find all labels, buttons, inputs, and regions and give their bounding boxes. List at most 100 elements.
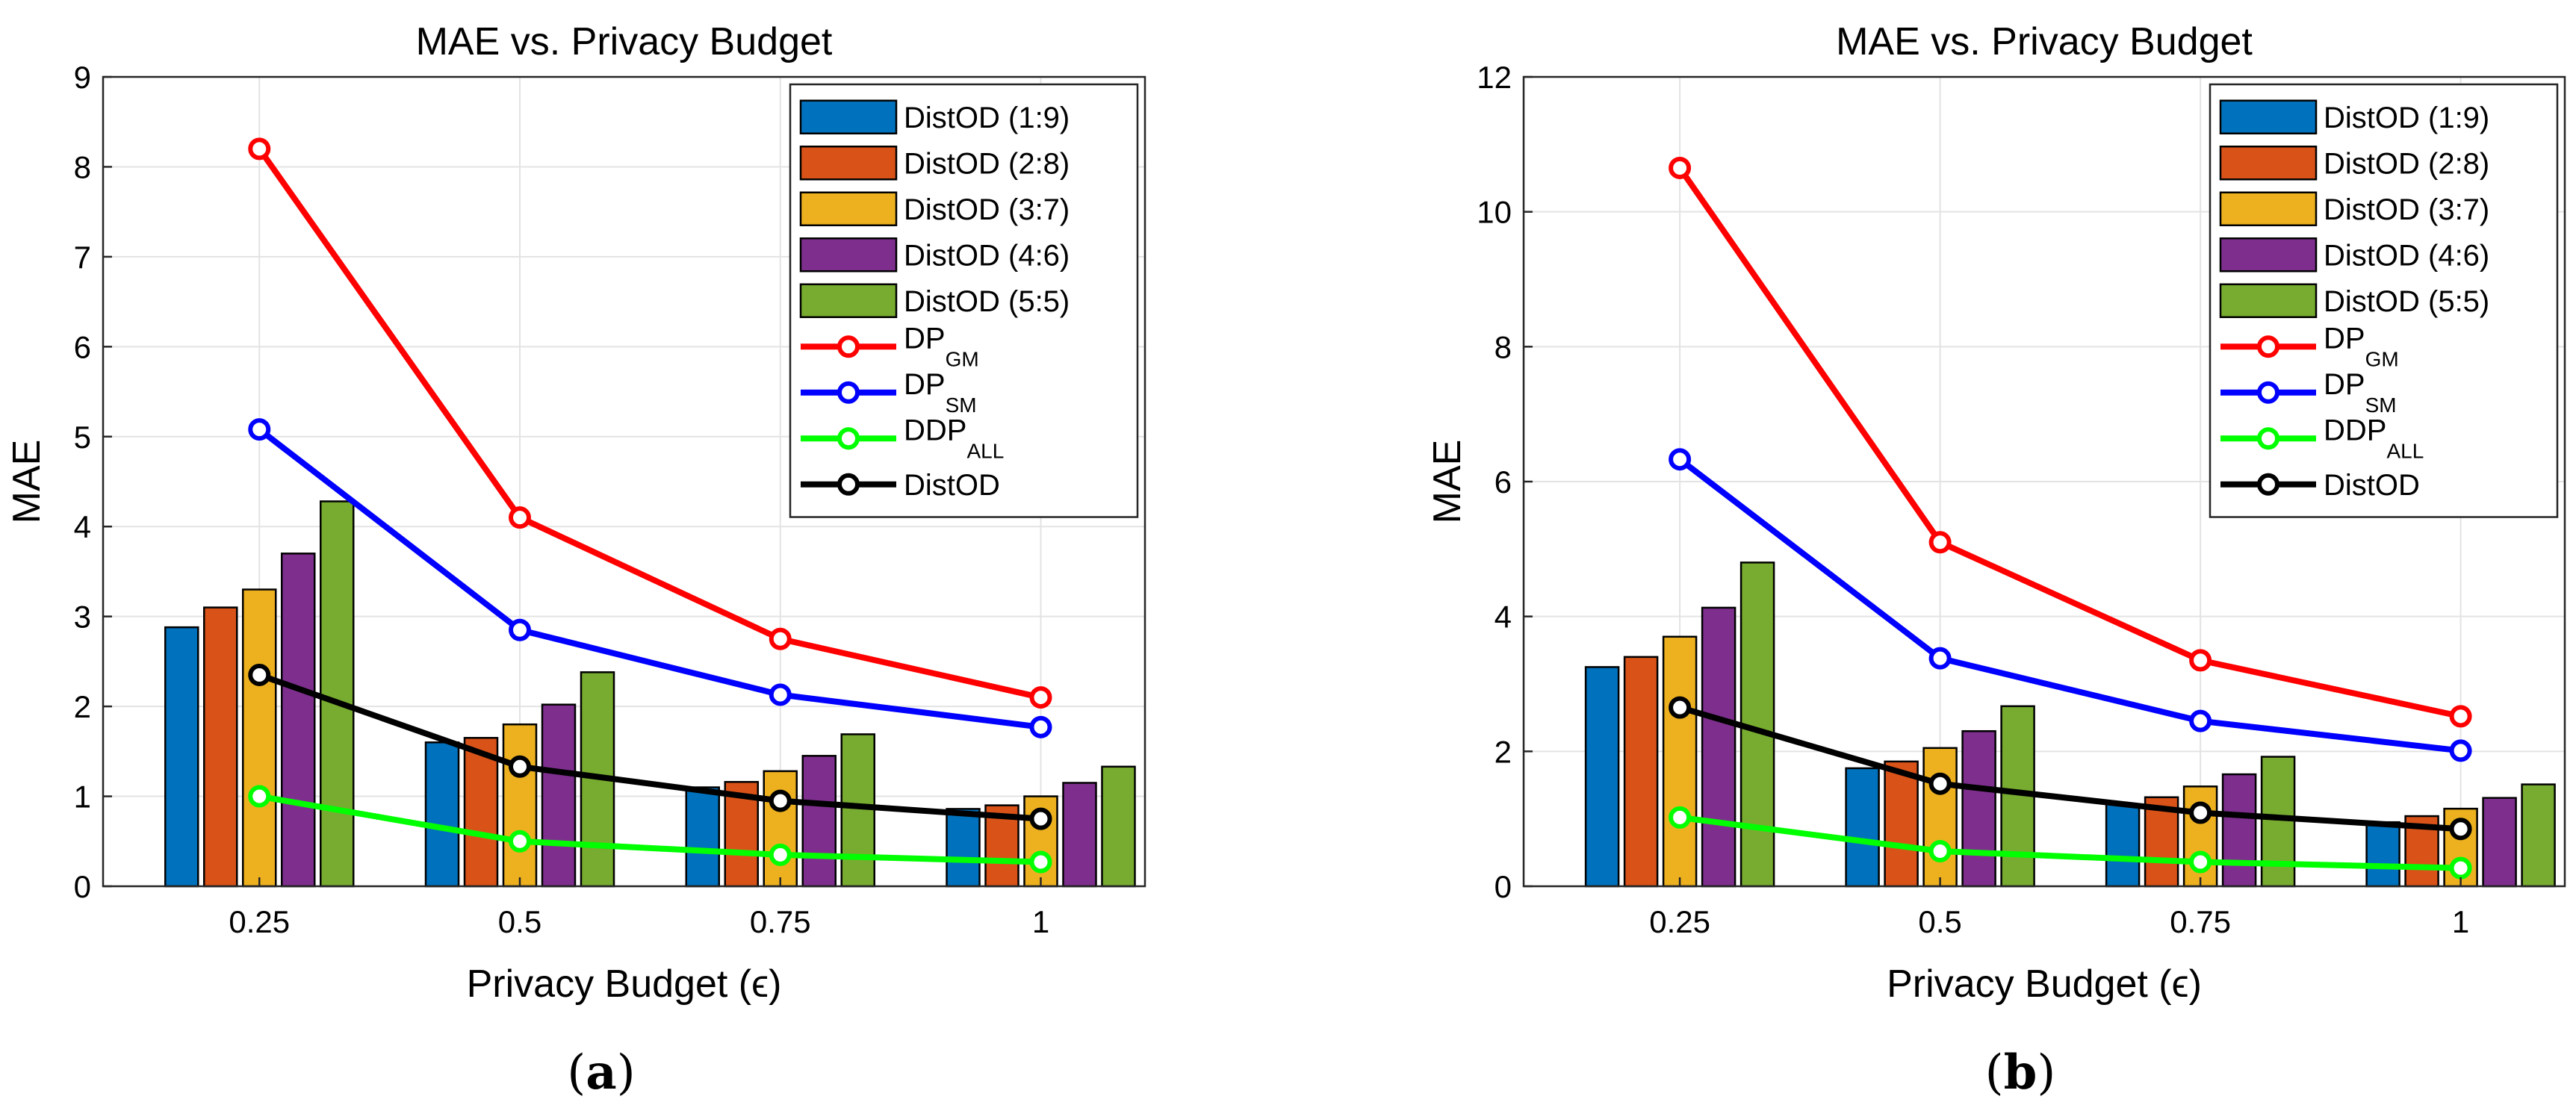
caption-open-paren: ( (567, 1045, 586, 1101)
caption-letter: a (586, 1045, 616, 1101)
legend-label-subscript: GM (946, 347, 979, 370)
series-line (256, 147, 1042, 700)
point-marker (1669, 156, 1692, 179)
point-marker (2449, 856, 2472, 880)
legend-label: DistOD (4:6) (2324, 239, 2489, 272)
legend-label: DDPALL (904, 414, 1004, 462)
legend-label: DistOD (2:8) (2324, 147, 2489, 180)
bar (502, 723, 538, 888)
point-marker (1669, 448, 1692, 471)
legend-label-main: DP (904, 368, 946, 401)
bar (1584, 666, 1620, 888)
y-tick-label: 5 (74, 420, 91, 455)
point-marker (1029, 807, 1052, 830)
series-line (1677, 457, 2462, 754)
legend-label: DPSM (904, 368, 977, 417)
point-marker (2189, 850, 2212, 874)
x-tick-label: 0.5 (498, 904, 541, 939)
x-tick-label: 0.75 (750, 904, 811, 939)
legend-swatch (799, 283, 898, 318)
point-marker (2449, 739, 2472, 762)
legend-label-main: DistOD (2324, 469, 2420, 502)
ticks: 0 1 2 3 4 5 6 7 8 9 0.25 0.5 0.75 1 (74, 60, 1050, 939)
legend-swatch (2219, 283, 2318, 318)
bar (1845, 767, 1880, 888)
series-line (258, 672, 1041, 822)
x-axis-label: Privacy Budget (ϵ) (467, 962, 782, 1006)
legend-label-subscript: SM (946, 393, 977, 417)
y-tick-label: 8 (74, 149, 91, 184)
legend-marker (837, 427, 860, 450)
bar (1101, 765, 1136, 888)
legend-marker (2257, 473, 2279, 496)
bar (1922, 747, 1958, 888)
chart-panel-b: 0 2 4 6 8 10 12 0.25 0.5 0.75 1 MAE vs. Privacy Bud… (1426, 20, 2566, 1101)
legend: DistOD (1:9) DistOD (2:8) DistOD (3:7) Dist… (789, 83, 1139, 518)
point-marker (1029, 850, 1052, 874)
y-tick-label: 4 (1495, 600, 1512, 635)
point-marker (1029, 715, 1052, 738)
bar (2521, 783, 2556, 888)
y-tick-label: 9 (74, 60, 91, 95)
y-tick-label: 6 (1495, 464, 1512, 500)
y-tick-label: 4 (74, 509, 91, 544)
legend-label-subscript: GM (2365, 347, 2399, 370)
lines (248, 137, 1052, 874)
legend-label: DistOD (5:5) (2324, 285, 2489, 318)
bar (763, 770, 798, 888)
bar (281, 553, 316, 888)
legend: DistOD (1:9) DistOD (2:8) DistOD (3:7) Dist… (2209, 83, 2559, 518)
y-tick-label: 12 (1477, 60, 1512, 95)
bar (840, 733, 875, 888)
y-tick-label: 8 (1495, 329, 1512, 364)
panel-caption: (b) (1985, 1045, 2056, 1101)
y-axis-label: MAE (1426, 440, 1469, 524)
point-marker (769, 683, 792, 706)
chart-title: MAE vs. Privacy Budget (416, 20, 833, 63)
caption-open-paren: ( (1985, 1045, 2004, 1101)
caption-letter: b (2004, 1045, 2037, 1101)
legend-label: DPSM (2324, 368, 2397, 417)
bar (2365, 821, 2400, 888)
legend-label-subscript: ALL (2386, 439, 2424, 462)
x-tick-label: 1 (1032, 904, 1049, 939)
point-marker (509, 618, 531, 641)
legend-swatch (2219, 99, 2318, 134)
x-tick-label: 1 (2452, 904, 2469, 939)
bar (424, 741, 460, 888)
legend-marker (2257, 335, 2279, 358)
x-axis-label: Privacy Budget (ϵ) (1887, 962, 2202, 1006)
bar (685, 786, 720, 888)
legend-label-subscript: SM (2365, 393, 2397, 417)
bar (320, 500, 355, 888)
point-marker (1928, 531, 1952, 554)
legend-label: DistOD (3:7) (2324, 193, 2489, 226)
series-line (258, 793, 1041, 865)
legend-swatch (799, 237, 898, 273)
point-marker (2189, 709, 2212, 732)
x-tick-label: 0.25 (1649, 904, 1710, 939)
y-axis-label: MAE (5, 440, 49, 524)
legend-label: DistOD (904, 469, 1000, 502)
y-tick-label: 6 (74, 329, 91, 364)
legend-marker (837, 473, 860, 496)
legend-label: DPGM (904, 322, 979, 370)
legend-label: DistOD (5:5) (904, 285, 1070, 318)
legend-marker (837, 381, 860, 404)
point-marker (248, 137, 271, 161)
legend-label: DistOD (1:9) (2324, 102, 2489, 134)
legend-label-main: DDP (904, 414, 966, 446)
legend-swatch (799, 191, 898, 226)
bar (1961, 729, 1996, 888)
y-tick-label: 2 (1495, 734, 1512, 769)
point-marker (2449, 705, 2472, 728)
point-marker (509, 506, 531, 529)
legend-label-main: DistOD (904, 469, 1000, 502)
point-marker (1928, 772, 1952, 795)
bar (1623, 656, 1659, 888)
ticks: 0 2 4 6 8 10 12 0.25 0.5 0.75 1 (1477, 60, 2469, 939)
chart-panel-a: 0 1 2 3 4 5 6 7 8 9 0.25 0.5 0.75 1 MAE vs. Privacy Bu… (5, 20, 1146, 1101)
legend-swatch (2219, 237, 2318, 273)
legend-swatch (2219, 191, 2318, 226)
